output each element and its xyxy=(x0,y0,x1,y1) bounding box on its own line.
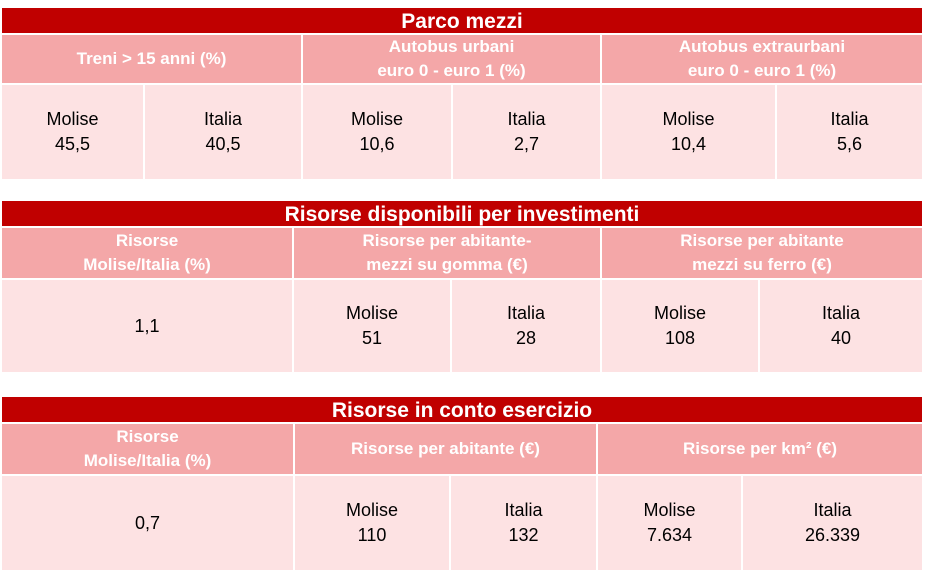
header-line: Molise/Italia (%) xyxy=(83,451,212,470)
section-title: Risorse in conto esercizio xyxy=(2,397,922,424)
value-cell: Molise 7.634 xyxy=(598,476,743,572)
region-label: Italia xyxy=(813,500,852,520)
value: 108 xyxy=(664,328,696,348)
value: 10,6 xyxy=(359,134,395,154)
region-label: Italia xyxy=(504,500,543,520)
header-autobus-urbani: Autobus urbani euro 0 - euro 1 (%) xyxy=(303,35,602,85)
header-line: Risorse per abitante (€) xyxy=(351,439,540,458)
header-risorse-ferro: Risorse per abitante mezzi su ferro (€) xyxy=(602,228,922,280)
region-label: Italia xyxy=(830,109,869,129)
value: 2,7 xyxy=(513,134,540,154)
header-line: Autobus extraurbani xyxy=(678,37,846,56)
header-line: euro 0 - euro 1 (%) xyxy=(377,61,526,80)
value: 110 xyxy=(357,525,387,545)
value: 1,1 xyxy=(134,315,160,336)
value: 26.339 xyxy=(804,525,861,545)
value-cell: Italia 28 xyxy=(452,280,602,374)
header-risorse-molise-italia: Risorse Molise/Italia (%) xyxy=(2,228,294,280)
header-line: Autobus urbani xyxy=(388,37,515,56)
value: 40 xyxy=(830,328,852,348)
value: 10,4 xyxy=(670,134,707,154)
risorse-esercizio-table: Risorse in conto esercizio Risorse Molis… xyxy=(2,397,922,572)
parco-mezzi-table: Parco mezzi Treni > 15 anni (%) Autobus … xyxy=(2,8,922,181)
region-label: Molise xyxy=(662,109,715,129)
region-label: Molise xyxy=(653,303,706,323)
header-line: euro 0 - euro 1 (%) xyxy=(687,61,837,80)
value-cell: Molise 51 xyxy=(294,280,452,374)
value-cell: Molise 110 xyxy=(295,476,451,572)
header-line: Risorse xyxy=(115,231,179,250)
header-line: Molise/Italia (%) xyxy=(83,255,211,274)
region-label: Molise xyxy=(350,109,403,129)
value-cell: Molise 10,6 xyxy=(303,85,453,181)
value: 28 xyxy=(515,328,537,348)
header-line: Treni > 15 anni (%) xyxy=(76,49,227,68)
value-cell: Molise 10,4 xyxy=(602,85,777,181)
value-cell: Italia 5,6 xyxy=(777,85,922,181)
region-label: Molise xyxy=(643,500,696,520)
value-cell: Molise 45,5 xyxy=(2,85,145,181)
header-autobus-extraurbani: Autobus extraurbani euro 0 - euro 1 (%) xyxy=(602,35,922,85)
section-title: Parco mezzi xyxy=(2,8,922,35)
region-label: Molise xyxy=(345,500,398,520)
region-label: Italia xyxy=(821,303,861,323)
header-risorse-km2: Risorse per km² (€) xyxy=(598,424,922,476)
header-line: Risorse xyxy=(116,427,179,446)
region-label: Molise xyxy=(46,109,99,129)
header-line: mezzi su gomma (€) xyxy=(366,255,528,274)
value: 45,5 xyxy=(54,134,91,154)
value-cell: 1,1 xyxy=(2,280,294,374)
value-cell: Italia 26.339 xyxy=(743,476,922,572)
region-label: Italia xyxy=(203,109,243,129)
section-title: Risorse disponibili per investimenti xyxy=(2,201,922,228)
region-label: Italia xyxy=(506,303,546,323)
risorse-investimenti-table: Risorse disponibili per investimenti Ris… xyxy=(2,201,922,374)
region-label: Molise xyxy=(345,303,398,323)
value: 0,7 xyxy=(134,512,161,533)
header-risorse-abitante: Risorse per abitante (€) xyxy=(295,424,598,476)
value-cell: Italia 40 xyxy=(760,280,922,374)
value: 7.634 xyxy=(646,525,693,545)
header-risorse-gomma: Risorse per abitante- mezzi su gomma (€) xyxy=(294,228,602,280)
region-label: Italia xyxy=(507,109,546,129)
value: 5,6 xyxy=(836,134,863,154)
value: 51 xyxy=(361,328,382,348)
value-cell: Italia 132 xyxy=(451,476,598,572)
value: 40,5 xyxy=(205,134,241,154)
value: 132 xyxy=(508,525,539,545)
header-treni: Treni > 15 anni (%) xyxy=(2,35,303,85)
value-cell: Molise 108 xyxy=(602,280,760,374)
header-line: mezzi su ferro (€) xyxy=(692,255,832,274)
header-risorse-molise-italia: Risorse Molise/Italia (%) xyxy=(2,424,295,476)
header-line: Risorse per abitante xyxy=(680,231,844,250)
header-line: Risorse per abitante- xyxy=(362,231,532,250)
value-cell: Italia 40,5 xyxy=(145,85,303,181)
value-cell: 0,7 xyxy=(2,476,295,572)
header-line: Risorse per km² (€) xyxy=(683,439,837,458)
value-cell: Italia 2,7 xyxy=(453,85,602,181)
